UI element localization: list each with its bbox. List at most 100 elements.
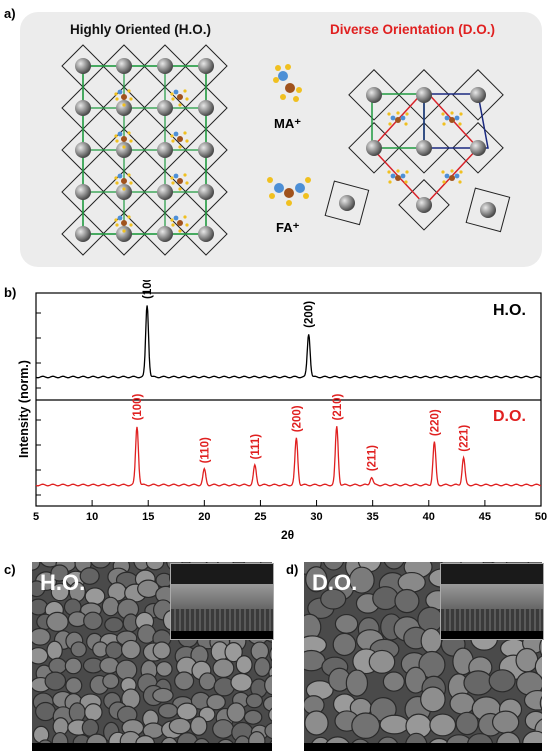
- x-axis-label: 2θ: [281, 528, 295, 542]
- sem-grain: [46, 640, 63, 661]
- ma-cation-icon: [170, 131, 189, 149]
- sem-grain: [235, 655, 253, 675]
- ma-cation-icon: [170, 173, 189, 191]
- series-line-H.O.: [35, 305, 542, 379]
- ho-series-tag: H.O.: [493, 302, 526, 319]
- lead-atom: [75, 184, 91, 200]
- fa-cation-icon: [387, 169, 409, 184]
- octahedron-outline: [61, 212, 105, 256]
- cross-section-inset-do: [440, 563, 544, 640]
- peak-label: (210): [332, 393, 344, 420]
- lead-atom: [198, 184, 214, 200]
- sem-grain: [382, 671, 405, 692]
- sem-grain: [264, 674, 272, 696]
- sem-grain: [463, 670, 494, 696]
- highly-oriented-lattice: [61, 44, 228, 256]
- octahedron-outline: [398, 69, 450, 121]
- lead-atom: [75, 58, 91, 74]
- octahedron-outline: [102, 212, 146, 256]
- lead-atom: [116, 142, 132, 158]
- sem-grain: [539, 695, 542, 711]
- ion-ma-label: MA⁺: [274, 116, 302, 131]
- lead-atom: [157, 226, 173, 242]
- sem-grain: [84, 703, 103, 722]
- sem-ho-tag: H.O.: [40, 570, 86, 595]
- sem-grain: [168, 717, 192, 735]
- peak-label: (221): [459, 425, 471, 452]
- peak-label: (111): [250, 434, 262, 460]
- sem-grain: [120, 639, 141, 660]
- series-line-D.O.: [35, 426, 542, 487]
- lead-atom: [157, 184, 173, 200]
- lead-atom: [75, 142, 91, 158]
- peak-label: (211): [367, 445, 379, 471]
- sem-grain: [64, 657, 83, 675]
- x-tick-label: 35: [367, 511, 379, 523]
- sem-grain: [102, 672, 120, 690]
- ion-fa-label: FA⁺: [276, 220, 300, 235]
- sem-grain: [198, 672, 217, 691]
- octahedron-outline: [452, 69, 504, 121]
- x-tick-label: 50: [535, 511, 547, 523]
- lead-atom: [198, 100, 214, 116]
- sem-grain: [420, 627, 443, 654]
- lead-atom: [75, 100, 91, 116]
- panel-a-background: [20, 12, 542, 267]
- sem-grain: [523, 689, 542, 711]
- x-tick-label: 10: [86, 511, 98, 523]
- lead-atom: [116, 58, 132, 74]
- lead-atom: [366, 87, 382, 103]
- xrd-chart: 5 10 15 20 25 30 35 40 45 50 (100) (200) (100) (110)…: [33, 280, 547, 523]
- sem-grain: [44, 671, 67, 691]
- sem-info-bar-ho: [32, 743, 272, 751]
- sem-grain: [394, 588, 420, 614]
- lead-atom: [480, 202, 496, 218]
- octahedron-outline: [184, 212, 228, 256]
- sem-grain: [253, 656, 271, 677]
- sem-grain: [174, 671, 195, 691]
- sem-grain: [334, 613, 359, 634]
- peak-label: (200): [304, 301, 316, 328]
- sem-grain: [157, 702, 179, 719]
- x-tick-label: 45: [479, 511, 491, 523]
- lead-atom: [116, 184, 132, 200]
- lead-atom: [470, 87, 486, 103]
- sem-grain: [534, 655, 542, 679]
- lead-atom: [416, 140, 432, 156]
- ma-cation-icon: [170, 89, 189, 107]
- sem-grain: [176, 702, 198, 721]
- octahedron-outline: [465, 187, 511, 233]
- sem-grain: [190, 716, 208, 736]
- sem-grain: [429, 713, 457, 737]
- sem-grain: [115, 659, 138, 681]
- fa-cation-icon: [387, 111, 409, 126]
- x-tick-label: 5: [33, 511, 39, 523]
- sem-grain: [68, 702, 86, 723]
- sem-grain: [105, 641, 124, 660]
- sem-grain: [212, 719, 235, 739]
- peak-label: (100): [142, 280, 154, 299]
- sem-grain: [379, 714, 410, 735]
- lead-atom: [198, 58, 214, 74]
- sem-grain: [351, 712, 381, 740]
- fa-cation-icon: [441, 111, 463, 126]
- sem-grain: [345, 669, 369, 697]
- sem-grain: [206, 693, 226, 711]
- sem-grain: [488, 669, 516, 693]
- sem-grain: [348, 566, 375, 594]
- lead-atom: [198, 142, 214, 158]
- lead-atom: [116, 226, 132, 242]
- sem-grain: [32, 580, 46, 598]
- sem-grain: [32, 647, 49, 665]
- x-tick-label: 20: [198, 511, 210, 523]
- sem-grain: [449, 692, 476, 715]
- sem-grain: [224, 642, 243, 663]
- panel-a-label: a): [4, 6, 16, 21]
- sem-grain: [230, 672, 253, 692]
- ma-cation-icon: [114, 131, 133, 149]
- lead-atom: [157, 100, 173, 116]
- sem-grain: [90, 562, 111, 569]
- x-tick-label: 40: [423, 511, 435, 523]
- sem-grain: [79, 567, 100, 585]
- sem-grain: [455, 711, 479, 736]
